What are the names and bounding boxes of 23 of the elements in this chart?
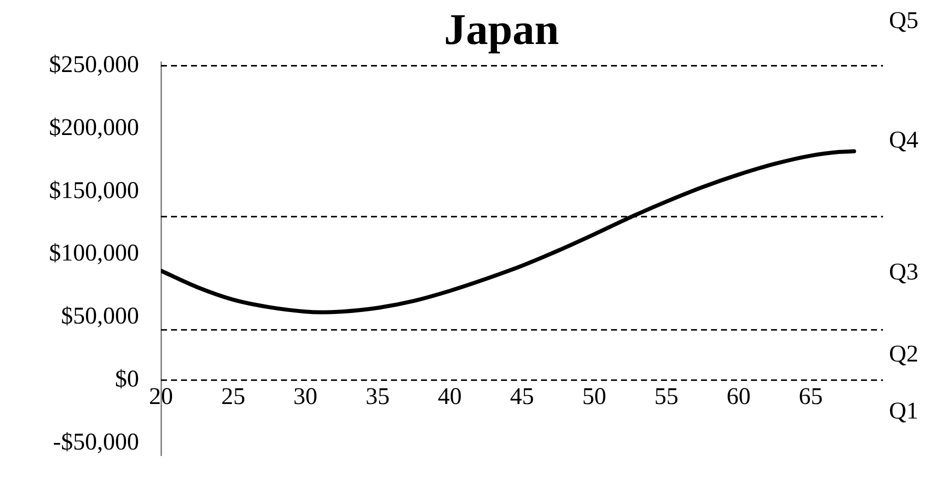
x-tick-label: 55 [654,384,678,410]
x-tick-label: 25 [221,384,246,410]
x-tick-label: 20 [149,384,173,410]
x-tick-label: 40 [438,384,462,410]
x-tick-label: 35 [366,384,390,410]
y-tick-label: $0 [115,366,139,392]
y-tick-label: $250,000 [49,52,139,78]
x-tick-label: 45 [510,384,534,410]
x-tick-label: 65 [798,384,823,410]
y-tick-label: $200,000 [49,114,139,141]
ref-line-label: Q4 [889,128,918,154]
chart-title: Japan [444,5,559,54]
ref-line-label: Q2 [889,341,918,368]
y-tick-label: -$50,000 [53,429,139,456]
x-tick-label: 60 [726,384,751,410]
x-tick-label: 50 [582,384,606,410]
text: Q1 [889,398,918,424]
y-tick-label: $50,000 [61,304,139,330]
y-tick-label: $100,000 [49,240,139,267]
y-tick-label: $150,000 [49,178,139,204]
ref-line-label: Q3 [889,260,918,286]
ref-line-label: Q5 [889,8,918,34]
x-tick-label: 30 [293,384,318,410]
